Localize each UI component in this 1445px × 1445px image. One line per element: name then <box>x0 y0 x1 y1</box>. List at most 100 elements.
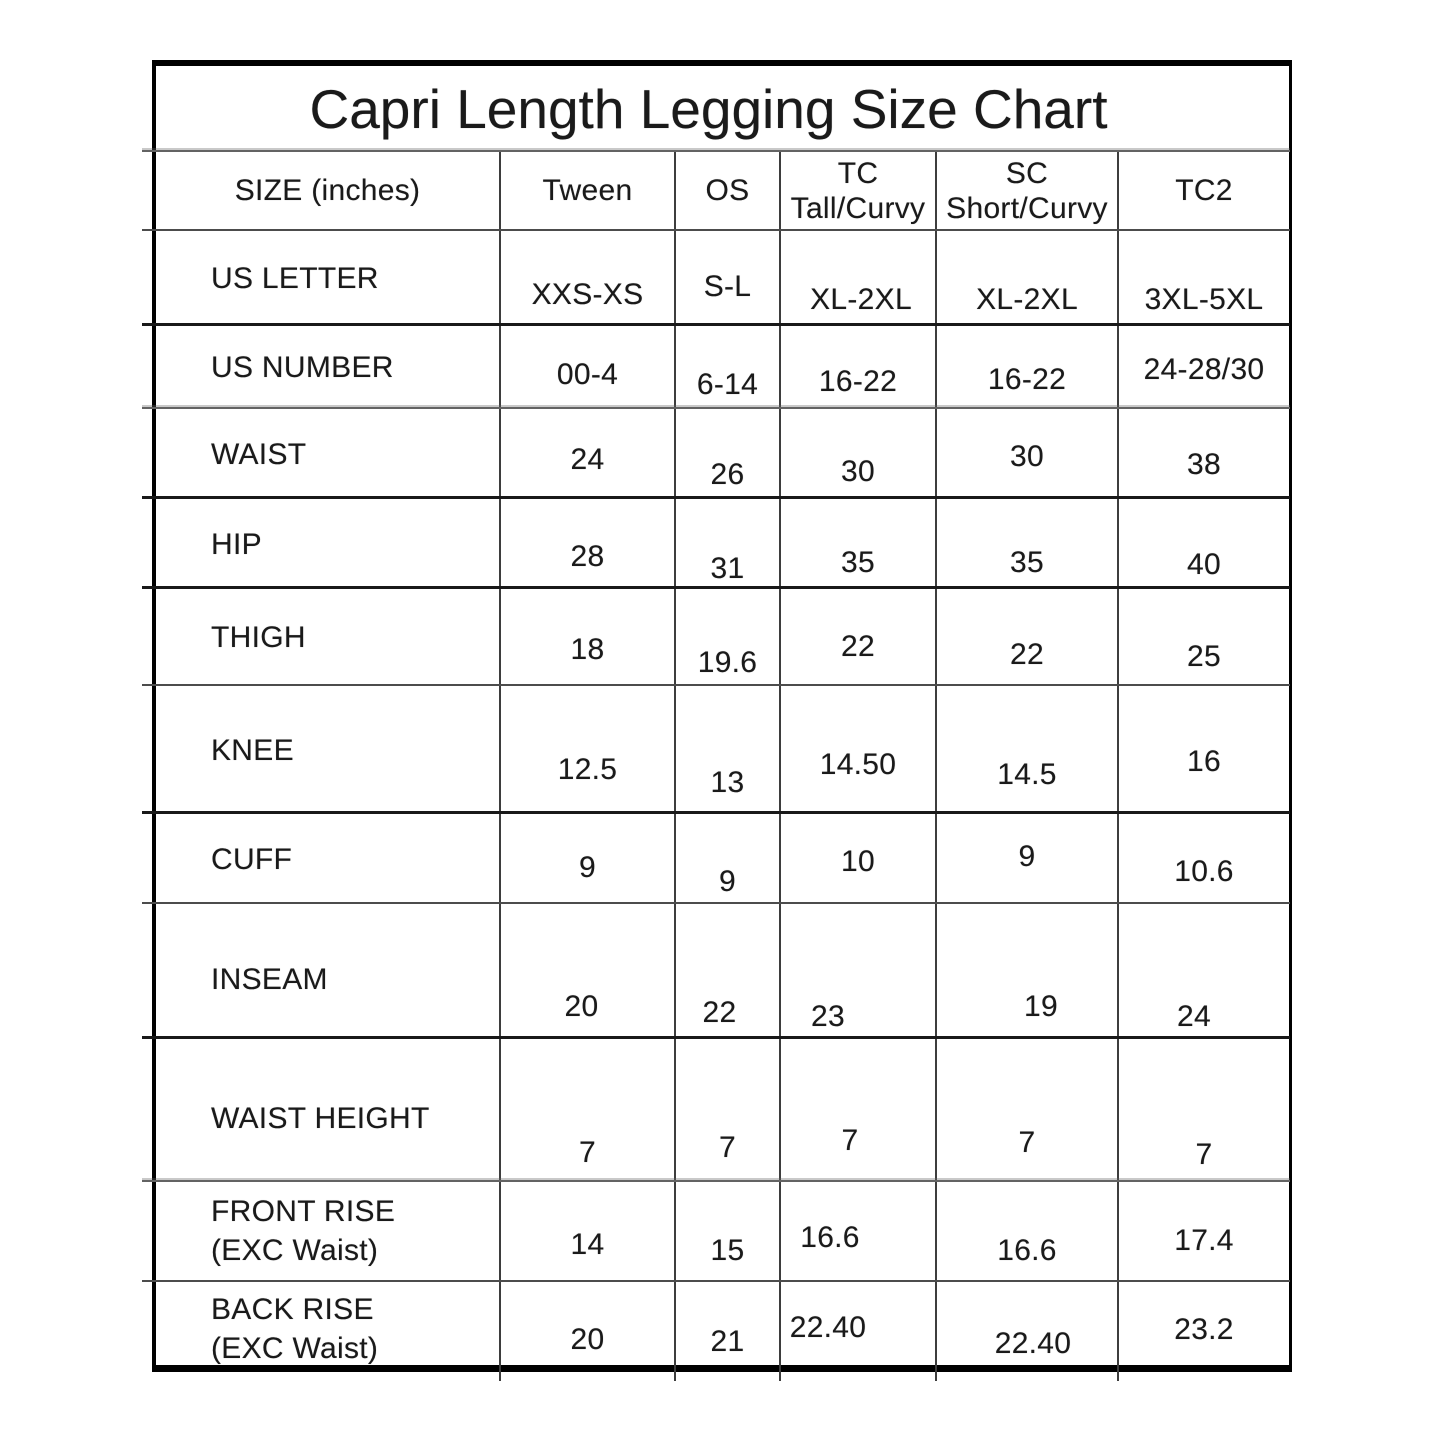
grid-line-stub <box>1117 1365 1119 1381</box>
table-cell: 24 <box>1119 904 1289 1039</box>
table-cell: 24 <box>501 409 676 499</box>
cell-value: S-L <box>703 270 752 303</box>
cell-value: 22.40 <box>994 1327 1072 1360</box>
table-cell: 40 <box>1119 499 1289 589</box>
cell-value: 25 <box>1187 640 1221 673</box>
table-cell: 6-14 <box>676 326 781 409</box>
table-cell: 20 <box>501 904 676 1039</box>
row-label-cuff: CUFF <box>156 814 501 904</box>
cell-value: 6-14 <box>696 368 759 401</box>
cell-value: 7 <box>1018 1126 1036 1159</box>
row-label-back-rise: BACK RISE (EXC Waist) <box>156 1282 501 1365</box>
header-cell-tc: TC Tall/Curvy <box>781 152 937 231</box>
cell-value: 19.6 <box>697 646 758 679</box>
row-label-us-number: US NUMBER <box>156 326 501 409</box>
table-cell: 26 <box>676 409 781 499</box>
cell-value: 23 <box>811 1000 845 1033</box>
grid-line <box>142 323 1290 326</box>
cell-value: 14.50 <box>819 748 897 781</box>
header-row: SIZE (inches) Tween OS TC Tall/Curvy SC Shor… <box>142 150 1290 231</box>
title-row: Capri Length Legging Size Chart <box>156 66 1289 152</box>
header-cell-size-inches: SIZE (inches) <box>156 152 501 231</box>
cell-value: 16-22 <box>987 363 1067 396</box>
grid-line <box>142 1280 1290 1282</box>
table-cell: 9 <box>501 814 676 904</box>
cell-value: 24 <box>1177 1000 1211 1033</box>
table-row-knee: KNEE 12.5 13 14.50 14.5 16 <box>142 684 1290 814</box>
cell-value: 16-22 <box>818 365 898 398</box>
table-cell: 31 <box>676 499 781 589</box>
table-body: US LETTER XXS-XS S-L XL-2XL XL-2XL 3XL-5XL US … <box>142 229 1290 1365</box>
cell-value: 16.6 <box>800 1221 860 1254</box>
grid-line-stub <box>935 1365 937 1381</box>
cell-value: 28 <box>570 540 605 573</box>
table-cell: 20 <box>501 1282 676 1365</box>
table-row-thigh: THIGH 18 19.6 22 22 25 <box>142 586 1290 686</box>
table-cell: XL-2XL <box>781 231 937 326</box>
table-cell: 22.40 <box>937 1282 1119 1365</box>
grid-line-stub <box>499 1365 501 1381</box>
table-cell: 38 <box>1119 409 1289 499</box>
cell-value: 35 <box>1010 546 1044 579</box>
table-cell: 9 <box>937 814 1119 904</box>
table-row-front-rise: FRONT RISE (EXC Waist) 14 15 16.6 16.6 17.4 <box>142 1180 1290 1282</box>
table-cell: 13 <box>676 686 781 814</box>
row-label-waist: WAIST <box>156 409 501 499</box>
table-cell: 23.2 <box>1119 1282 1289 1365</box>
grid-line <box>142 902 1290 904</box>
cell-value: 15 <box>710 1234 745 1267</box>
cell-value: 40 <box>1187 548 1221 581</box>
cell-value: 13 <box>710 766 745 799</box>
row-label-thigh: THIGH <box>156 589 501 686</box>
cell-value: XXS-XS <box>531 278 644 311</box>
cell-value: 38 <box>1187 448 1221 481</box>
cell-value: 35 <box>841 546 875 579</box>
table-row-waist: WAIST 24 26 30 30 38 <box>142 407 1290 499</box>
table-cell: 24-28/30 <box>1119 326 1289 409</box>
cell-value: 00-4 <box>556 358 619 391</box>
header-cell-os: OS <box>676 152 781 231</box>
table-row-inseam: INSEAM 20 22 23 19 24 <box>142 902 1290 1039</box>
table-row-back-rise: BACK RISE (EXC Waist) 20 21 22.40 22.40 23.2 <box>142 1280 1290 1365</box>
grid-line <box>142 811 1290 814</box>
cell-value: 10.6 <box>1174 855 1234 888</box>
header-cell-sc: SC Short/Curvy <box>937 152 1119 231</box>
grid-line <box>142 684 1290 686</box>
table-cell: 7 <box>781 1039 937 1182</box>
cell-value: 14 <box>570 1228 605 1261</box>
table-cell: 16 <box>1119 686 1289 814</box>
grid-line <box>142 1036 1290 1039</box>
table-cell: 16.6 <box>781 1182 937 1282</box>
cell-value: 9 <box>579 851 596 884</box>
table-cell: 17.4 <box>1119 1182 1289 1282</box>
table-cell: 15 <box>676 1182 781 1282</box>
table-row-us-letter: US LETTER XXS-XS S-L XL-2XL XL-2XL 3XL-5XL <box>142 229 1290 326</box>
header-cell-tc2: TC2 <box>1175 174 1233 208</box>
table-row-cuff: CUFF 9 9 10 9 10.6 <box>142 811 1290 904</box>
cell-value: 7 <box>719 1131 736 1164</box>
table-cell: S-L <box>676 231 781 326</box>
cell-value: 18 <box>570 633 605 666</box>
cell-value: 21 <box>710 1325 745 1358</box>
chart-title: Capri Length Legging Size Chart <box>309 78 1108 140</box>
row-label-inseam: INSEAM <box>156 904 501 1039</box>
table-row-waist-height: WAIST HEIGHT 7 7 7 7 7 <box>142 1036 1290 1182</box>
cell-value: 10 <box>841 845 875 878</box>
row-label-waist-height: WAIST HEIGHT <box>156 1039 501 1182</box>
cell-value: 20 <box>564 990 599 1023</box>
row-label-front-rise: FRONT RISE (EXC Waist) <box>156 1182 501 1282</box>
grid-line <box>142 586 1290 589</box>
cell-value: 24-28/30 <box>1143 353 1265 386</box>
table-cell: 7 <box>676 1039 781 1182</box>
cell-value: 7 <box>579 1136 596 1169</box>
table-cell: 12.5 <box>501 686 676 814</box>
row-label-us-letter: US LETTER <box>156 231 501 326</box>
table-cell: 7 <box>937 1039 1119 1182</box>
grid-line <box>142 150 1290 152</box>
grid-line <box>142 1180 1290 1182</box>
table-cell: 35 <box>937 499 1119 589</box>
table-cell: 21 <box>676 1282 781 1365</box>
table-cell: 22 <box>781 589 937 686</box>
cell-value: 17.4 <box>1174 1224 1234 1257</box>
